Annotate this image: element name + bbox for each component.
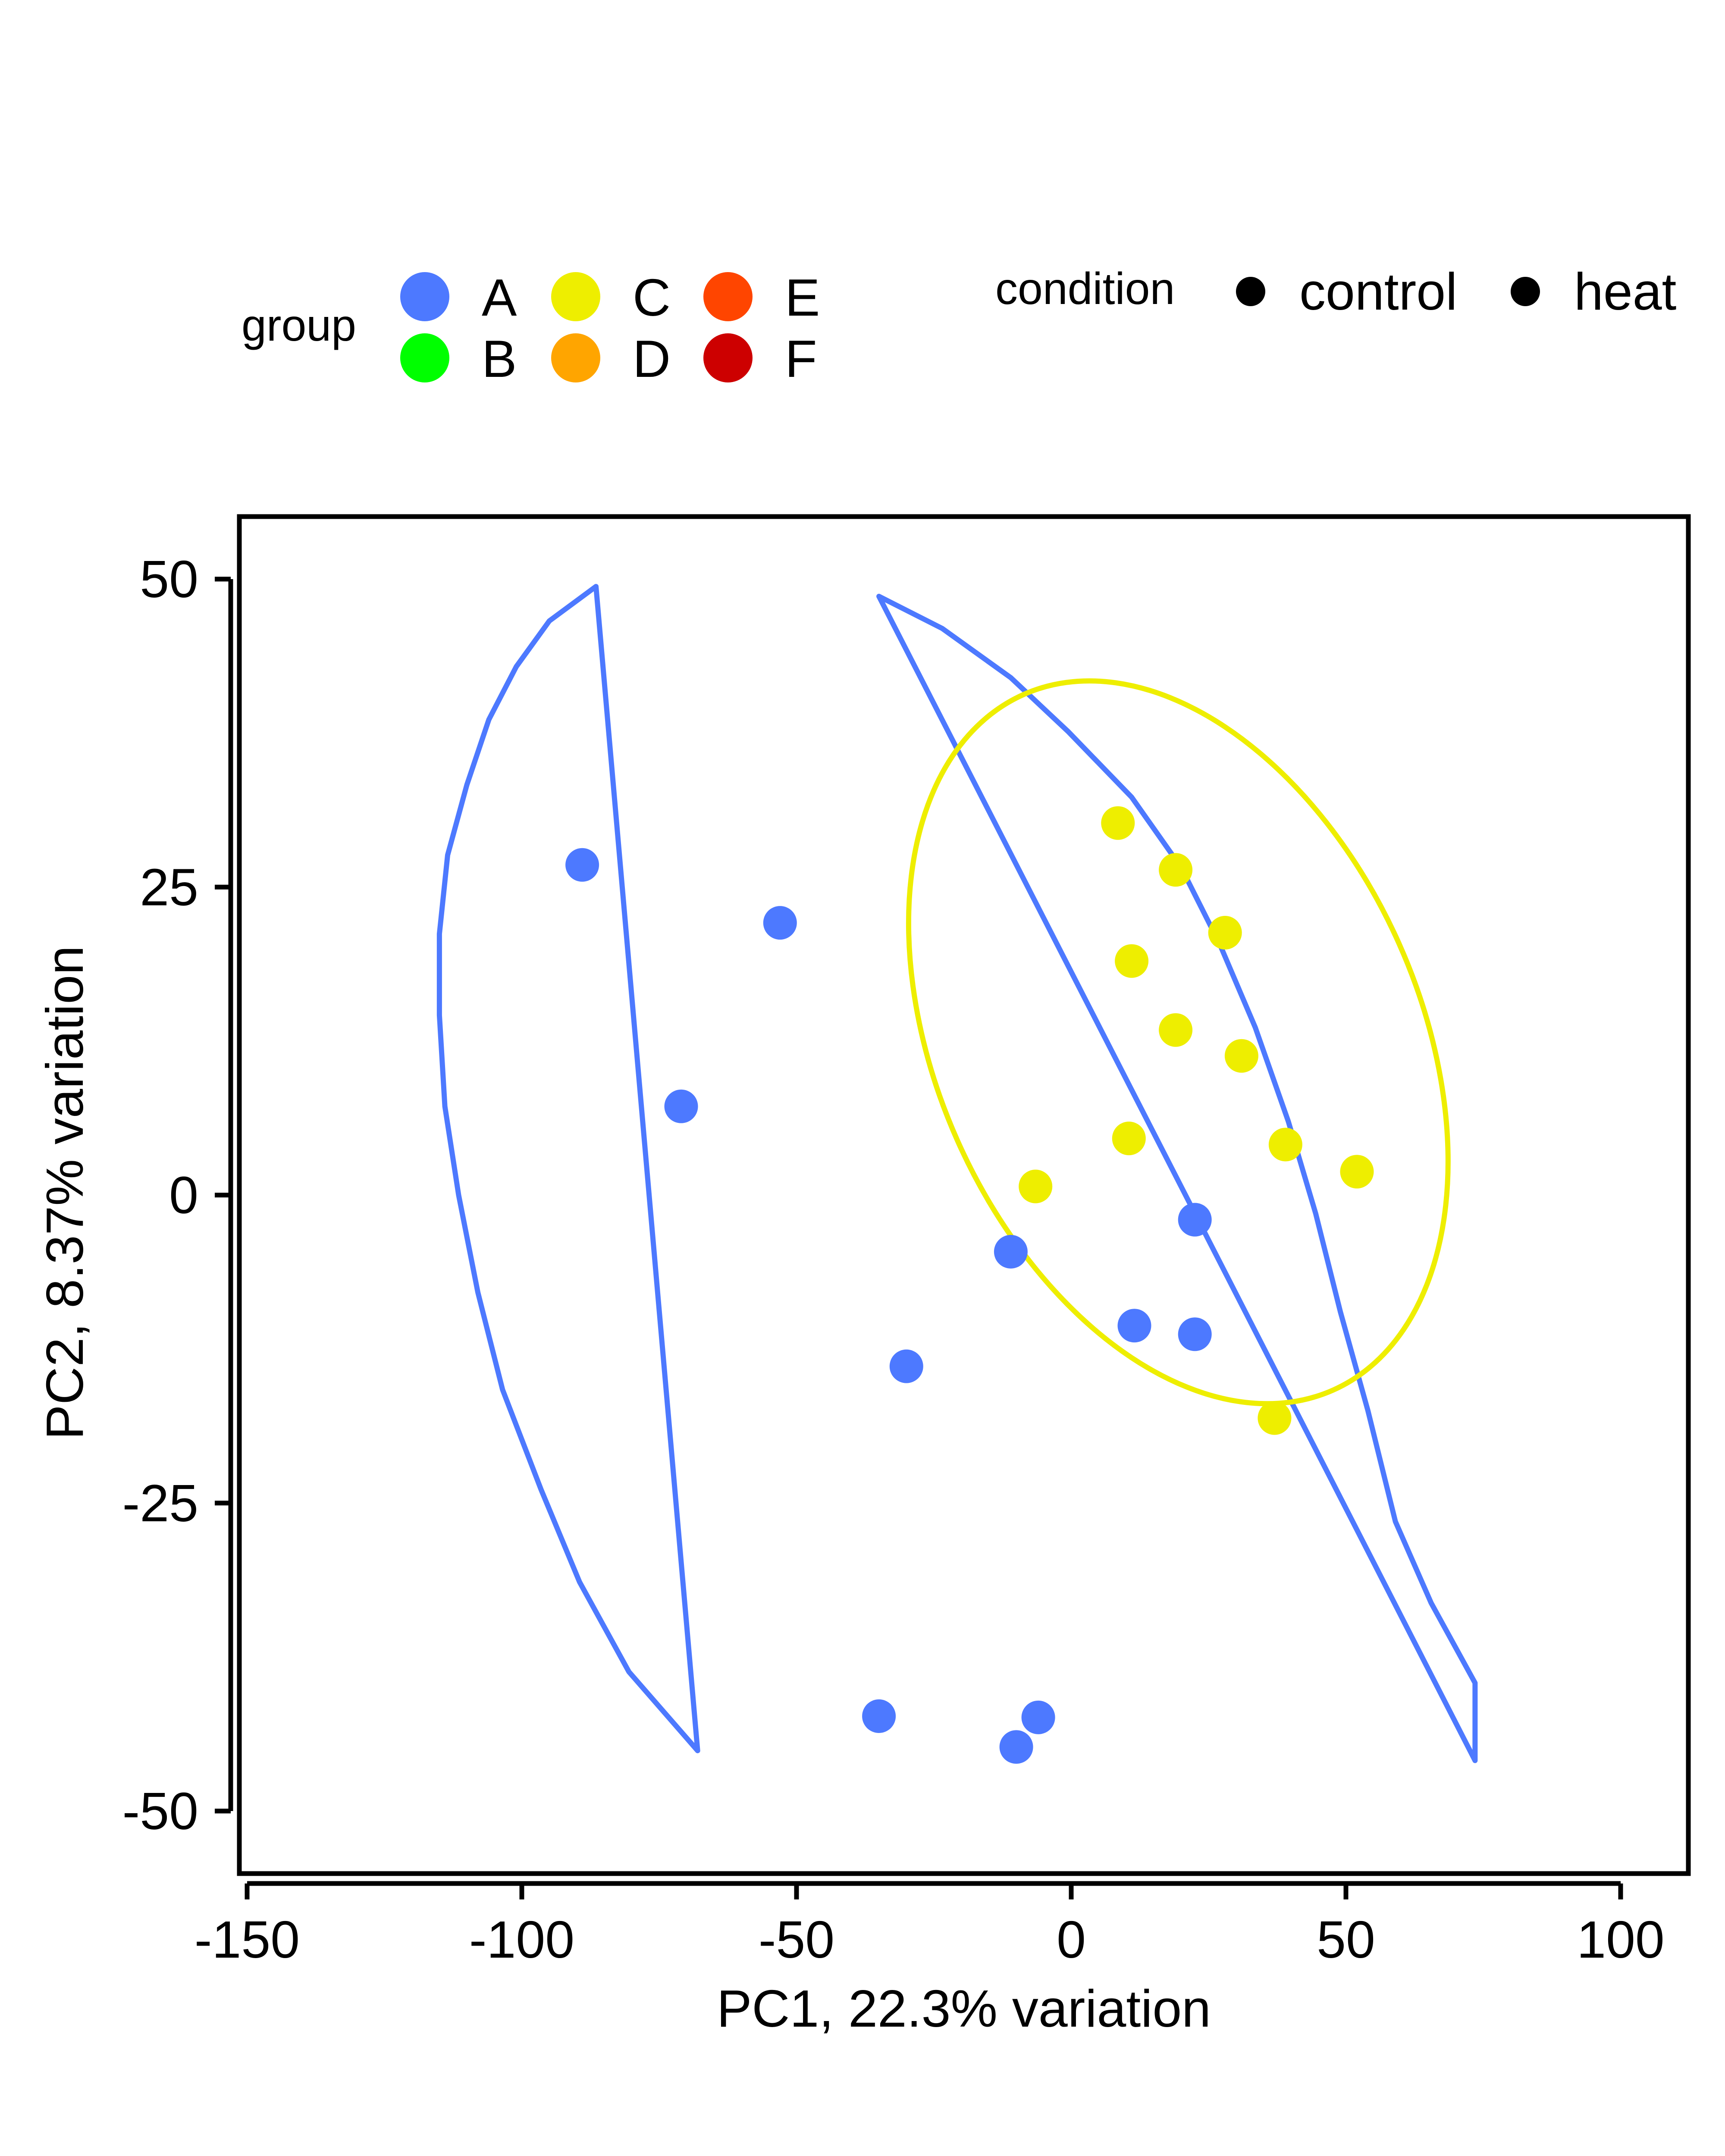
- legend-label-c: C: [633, 268, 671, 327]
- x-axis-title: PC1, 22.3% variation: [717, 1979, 1211, 2038]
- legend-label-heat: heat: [1574, 262, 1676, 321]
- legend-label-d: D: [633, 329, 671, 388]
- point-group-a-5: [1178, 1203, 1212, 1237]
- x-tick-label: -100: [469, 1910, 574, 1969]
- hull-group-a-1: [436, 584, 700, 1753]
- legend-label-f: F: [785, 329, 817, 388]
- legend-condition-title: condition: [995, 264, 1175, 314]
- point-group-a-10: [1021, 1700, 1055, 1734]
- point-group-c-11: [1258, 1401, 1292, 1435]
- legend-swatch-d: [551, 333, 600, 382]
- legend-label-a: A: [482, 268, 517, 327]
- legend-swatch-e: [703, 272, 753, 321]
- y-tick-label: 50: [140, 550, 198, 608]
- y-axis: 50 25 0 -25 -50: [122, 550, 233, 1840]
- x-tick-label: -50: [759, 1910, 834, 1969]
- y-tick-label: 25: [140, 858, 198, 916]
- point-group-c-5: [1159, 1013, 1193, 1047]
- legend-groups: AB CD EF: [400, 268, 820, 388]
- hull-group-a-2: [876, 594, 1478, 1763]
- legend-swatch-heat: [1511, 277, 1540, 306]
- y-axis-title: PC2, 8.37% variation: [35, 946, 94, 1440]
- y-tick-label: -25: [122, 1474, 198, 1532]
- point-group-a-9: [862, 1699, 896, 1733]
- legend-group-title: group: [242, 301, 356, 351]
- legend-swatch-a: [400, 272, 449, 321]
- point-group-c-10: [1019, 1169, 1053, 1203]
- point-group-c-3: [1208, 916, 1242, 950]
- legend-conditions: control heat: [1236, 262, 1676, 321]
- legend: group AB CD EF condition control heat: [242, 262, 1676, 388]
- legend-swatch-control: [1236, 277, 1265, 306]
- plot-frame: [237, 514, 1691, 1876]
- point-group-c-7: [1112, 1122, 1146, 1156]
- point-group-c-6: [1224, 1039, 1258, 1073]
- legend-label-control: control: [1299, 262, 1457, 321]
- point-group-a-11: [999, 1730, 1033, 1764]
- x-tick-label: 50: [1317, 1910, 1375, 1969]
- point-group-c-9: [1340, 1155, 1374, 1189]
- point-group-a-1: [565, 848, 599, 882]
- y-tick-label: -50: [122, 1782, 198, 1840]
- point-group-a-7: [1117, 1309, 1151, 1343]
- point-group-a-4: [994, 1235, 1028, 1269]
- point-group-c-4: [1115, 944, 1149, 978]
- point-group-a-8: [1178, 1317, 1212, 1351]
- x-axis: -150 -100 -50 0 50 100: [194, 1881, 1665, 1969]
- legend-label-e: E: [785, 268, 820, 327]
- ellipse-group-c: [906, 678, 1451, 1407]
- group-hulls: [436, 584, 1478, 1763]
- legend-label-b: B: [482, 329, 517, 388]
- x-tick-label: -150: [194, 1910, 300, 1969]
- point-group-c-2: [1159, 853, 1193, 887]
- x-tick-label: 100: [1577, 1910, 1665, 1969]
- x-tick-label: 0: [1057, 1910, 1086, 1969]
- point-group-c-1: [1101, 806, 1135, 840]
- legend-swatch-b: [400, 333, 449, 382]
- point-group-c-8: [1268, 1128, 1302, 1162]
- y-tick-label: 0: [169, 1166, 198, 1225]
- point-group-a-6: [889, 1349, 923, 1383]
- legend-swatch-f: [703, 333, 753, 382]
- point-group-a-3: [664, 1089, 698, 1123]
- data-points: [565, 806, 1374, 1764]
- point-group-a-2: [763, 906, 797, 940]
- legend-swatch-c: [551, 272, 600, 321]
